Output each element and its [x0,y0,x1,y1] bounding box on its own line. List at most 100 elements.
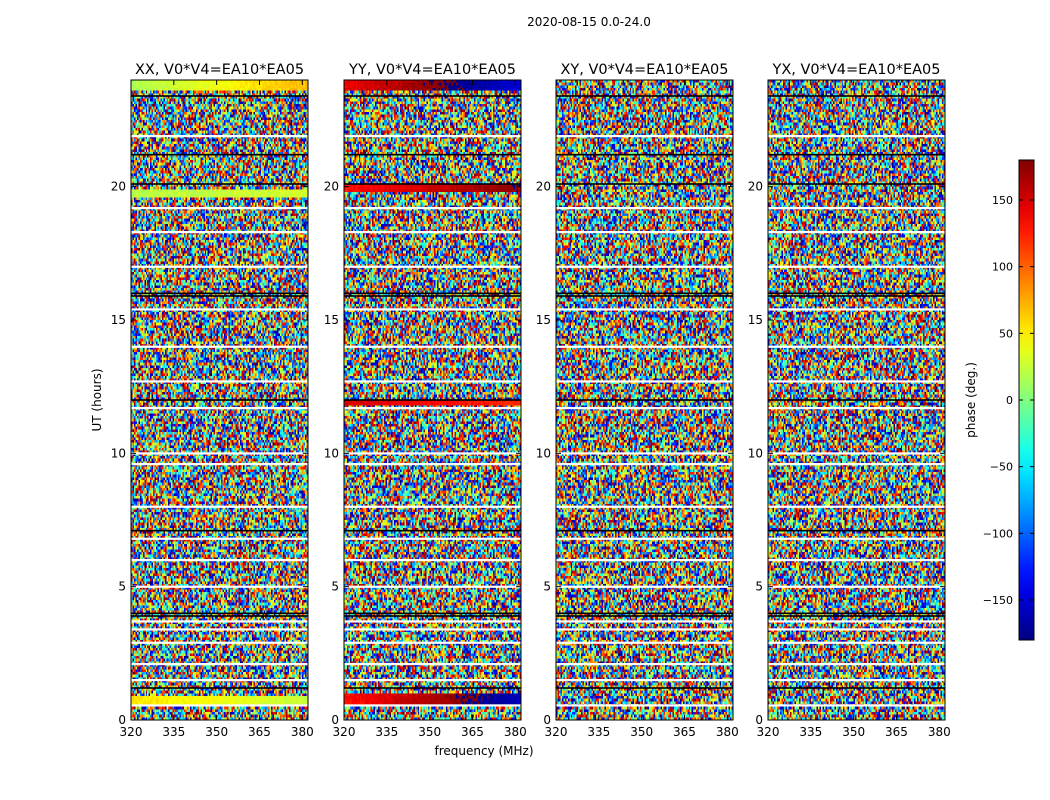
panel-title: YY, V0*V4=EA10*EA05 [348,62,516,78]
flagged-row [768,663,945,666]
flagged-row [768,207,945,210]
x-tick-label: 380 [291,725,314,739]
flagged-row [768,452,945,455]
flagged-row [768,704,945,707]
flagged-row [768,407,945,410]
y-tick-label: 15 [536,313,551,327]
x-axis-label: frequency (MHz) [434,744,533,758]
x-tick-label: 380 [716,725,739,739]
y-tick-label: 20 [536,180,551,194]
dark-row [131,183,308,185]
flagged-row [344,265,521,268]
flagged-row [131,663,308,666]
y-tick-label: 5 [543,580,551,594]
flagged-row [131,407,308,410]
y-tick-label: 10 [748,446,763,460]
colorbar-tick-label: −100 [983,527,1013,540]
flagged-row [556,135,733,138]
panel-frame [343,79,522,721]
flagged-row [131,559,308,562]
dark-row [556,687,733,689]
colorbar-label: phase (deg.) [964,362,978,438]
dark-row [556,183,733,185]
dark-row [131,612,308,615]
flagged-row [768,463,945,466]
flagged-row [556,663,733,666]
flagged-row [344,585,521,588]
dark-row [768,687,945,689]
x-tick-label: 335 [375,725,398,739]
dark-row [768,295,945,297]
dark-row [344,615,521,617]
flagged-row [131,537,308,540]
y-tick-label: 0 [118,713,126,727]
flagged-row [556,407,733,410]
panel-yy: YY, V0*V4=EA10*EA05 320 335 350 365 380 0 5 10 15… [324,62,527,739]
panel-frame [555,79,734,721]
panels: XX, V0*V4=EA10*EA05 320 335 350 365 380 0 5 10 15… [111,62,951,739]
flagged-row [344,628,521,631]
dark-row [556,292,733,295]
flagged-row [344,537,521,540]
flagged-row [131,345,308,348]
flagged-row [768,308,945,311]
colorbar-tick-label: −50 [990,461,1013,474]
colorbar: −150 −100 −50 0 50 100 150 [983,159,1035,641]
dark-row [131,615,308,617]
dark-row [344,295,521,297]
x-tick-label: 320 [333,725,356,739]
y-tick-label: 5 [331,580,339,594]
flagged-row [344,679,521,682]
dark-row [131,295,308,297]
panel-title: XX, V0*V4=EA10*EA05 [135,62,304,78]
x-tick-label: 365 [461,725,484,739]
dark-row [556,399,733,401]
dark-row [344,292,521,295]
flagged-row [768,537,945,540]
colorbar-tick-label: 50 [999,327,1013,340]
x-tick-label: 350 [205,725,228,739]
flagged-row [344,505,521,508]
flagged-row [768,505,945,508]
flagged-row [768,679,945,682]
dark-row [768,292,945,295]
flagged-row [344,559,521,562]
flagged-row [556,679,733,682]
dark-row [344,612,521,615]
y-tick-label: 20 [324,180,339,194]
dark-row [556,612,733,615]
dark-row [556,95,733,97]
dark-row [131,687,308,689]
flagged-row [556,559,733,562]
x-tick-label: 335 [799,725,822,739]
dark-row [768,95,945,97]
x-tick-label: 365 [248,725,271,739]
dark-row [556,615,733,617]
x-tick-label: 350 [842,725,865,739]
y-tick-label: 10 [111,446,126,460]
flagged-row [556,452,733,455]
flagged-row [768,620,945,623]
flagged-row [344,463,521,466]
dark-row [344,529,521,532]
y-tick-label: 5 [118,580,126,594]
flagged-row [768,265,945,268]
dark-row [768,153,945,156]
x-tick-label: 365 [673,725,696,739]
dark-row [556,529,733,532]
flagged-row [131,505,308,508]
y-tick-label: 20 [748,180,763,194]
flagged-row [768,559,945,562]
panel-yx: YX, V0*V4=EA10*EA05 320 335 350 365 380 0 5 10 15… [748,62,951,739]
colorbar-gradient [1019,160,1034,640]
panel-xy: XY, V0*V4=EA10*EA05 320 335 350 365 380 0 5 10 15… [536,62,739,739]
y-tick-label: 10 [536,446,551,460]
flagged-row [556,463,733,466]
colorbar-tick-label: 0 [1006,394,1013,407]
flagged-row [131,679,308,682]
flagged-row [344,231,521,234]
dark-row [768,612,945,615]
dark-row [344,183,521,185]
flagged-row [556,231,733,234]
flagged-row [556,537,733,540]
